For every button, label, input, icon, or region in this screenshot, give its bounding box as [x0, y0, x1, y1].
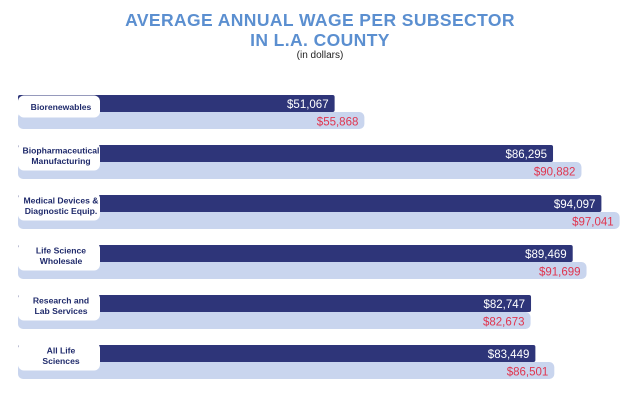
- category-label-2-line-1: Diagnostic Equip.: [25, 206, 98, 216]
- category-label-box-0: [18, 95, 100, 118]
- category-label-box-5: [18, 342, 100, 371]
- value-label-first-2: $94,097: [554, 199, 596, 211]
- category-label-box-4: [18, 292, 100, 321]
- value-label-first-0: $51,067: [287, 99, 329, 111]
- category-label-2-line-0: Medical Devices &: [24, 196, 99, 206]
- category-label-box-3: [18, 242, 100, 271]
- category-label-1-line-1: Manufacturing: [31, 156, 90, 166]
- bar-second-4: [18, 312, 531, 329]
- category-label-box-2: [18, 192, 100, 221]
- value-label-second-2: $97,041: [572, 217, 614, 229]
- bar-second-3: [18, 262, 587, 279]
- bar-first-5: [18, 345, 536, 362]
- bar-first-3: [18, 245, 573, 262]
- value-label-first-1: $86,295: [505, 149, 547, 161]
- bar-first-2: [18, 195, 602, 212]
- category-label-1-line-0: Biopharmaceutical: [23, 146, 100, 156]
- category-label-4-line-1: Lab Services: [34, 306, 87, 316]
- value-label-first-3: $89,469: [525, 249, 567, 261]
- value-label-first-4: $82,747: [483, 299, 525, 311]
- category-label-4-line-0: Research and: [33, 296, 89, 306]
- bar-second-0: [18, 112, 365, 129]
- bar-first-4: [18, 295, 532, 312]
- chart-subtitle: (in dollars): [296, 50, 344, 61]
- value-label-second-0: $55,868: [317, 117, 359, 129]
- category-label-5-line-1: Sciences: [42, 356, 79, 366]
- category-label-0-line-0: Biorenewables: [31, 102, 92, 112]
- value-label-second-1: $90,882: [534, 167, 576, 179]
- value-label-second-3: $91,699: [539, 267, 581, 279]
- bar-second-1: [18, 162, 582, 179]
- value-label-second-4: $82,673: [483, 317, 525, 329]
- value-label-second-5: $86,501: [507, 367, 549, 379]
- bar-first-1: [18, 145, 554, 162]
- bar-second-5: [18, 362, 555, 379]
- value-label-first-5: $83,449: [488, 349, 530, 361]
- bar-second-2: [18, 212, 620, 229]
- category-label-3-line-1: Wholesale: [40, 256, 83, 266]
- category-label-3-line-0: Life Science: [36, 246, 86, 256]
- chart-title-line-1: AVERAGE ANNUAL WAGE PER SUBSECTOR: [125, 10, 515, 30]
- chart-title-line-2: IN L.A. COUNTY: [250, 30, 390, 50]
- category-label-5-line-0: All Life: [47, 346, 76, 356]
- category-label-box-1: [18, 142, 100, 171]
